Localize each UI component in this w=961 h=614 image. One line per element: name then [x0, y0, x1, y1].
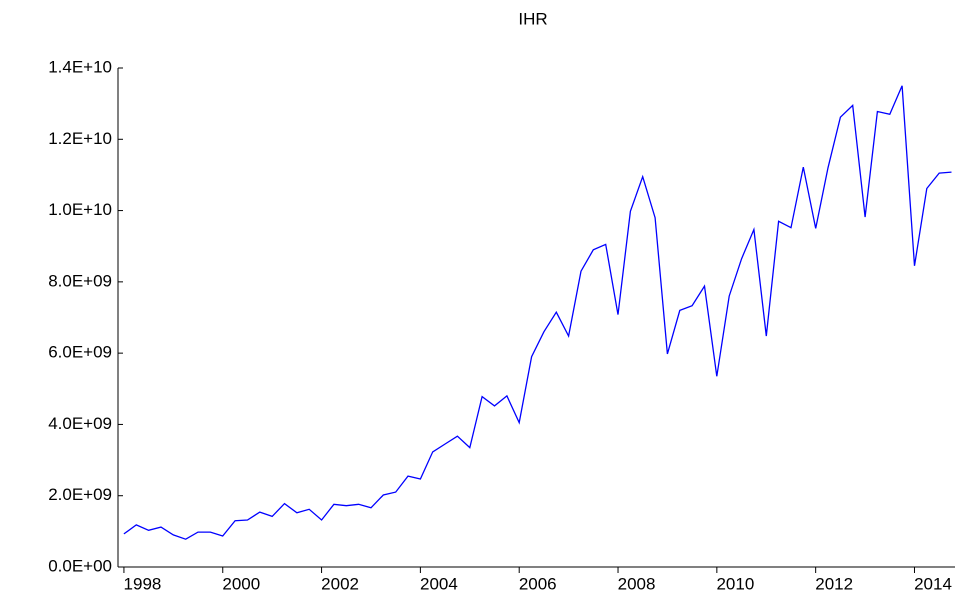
x-tick-label: 2006: [519, 574, 557, 593]
x-tick-label: 2004: [420, 574, 458, 593]
x-tick-label: 2012: [815, 574, 853, 593]
y-tick-label: 1.2E+10: [48, 129, 112, 148]
x-tick-label: 2010: [716, 574, 754, 593]
y-tick-label: 0.0E+00: [48, 556, 112, 575]
x-tick-label: 2002: [321, 574, 359, 593]
x-tick-label: 2000: [222, 574, 260, 593]
x-tick-label: 1998: [124, 574, 162, 593]
y-tick-label: 4.0E+09: [48, 414, 112, 433]
data-line: [123, 85, 952, 540]
y-tick-label: 2.0E+09: [48, 485, 112, 504]
y-tick-label: 8.0E+09: [48, 271, 112, 290]
chart-title: IHR: [518, 9, 547, 28]
y-tick-label: 6.0E+09: [48, 343, 112, 362]
y-tick-label: 1.4E+10: [48, 57, 112, 76]
x-tick-label: 2008: [618, 574, 656, 593]
x-tick-label: 2014: [914, 574, 952, 593]
y-tick-label: 1.0E+10: [48, 200, 112, 219]
